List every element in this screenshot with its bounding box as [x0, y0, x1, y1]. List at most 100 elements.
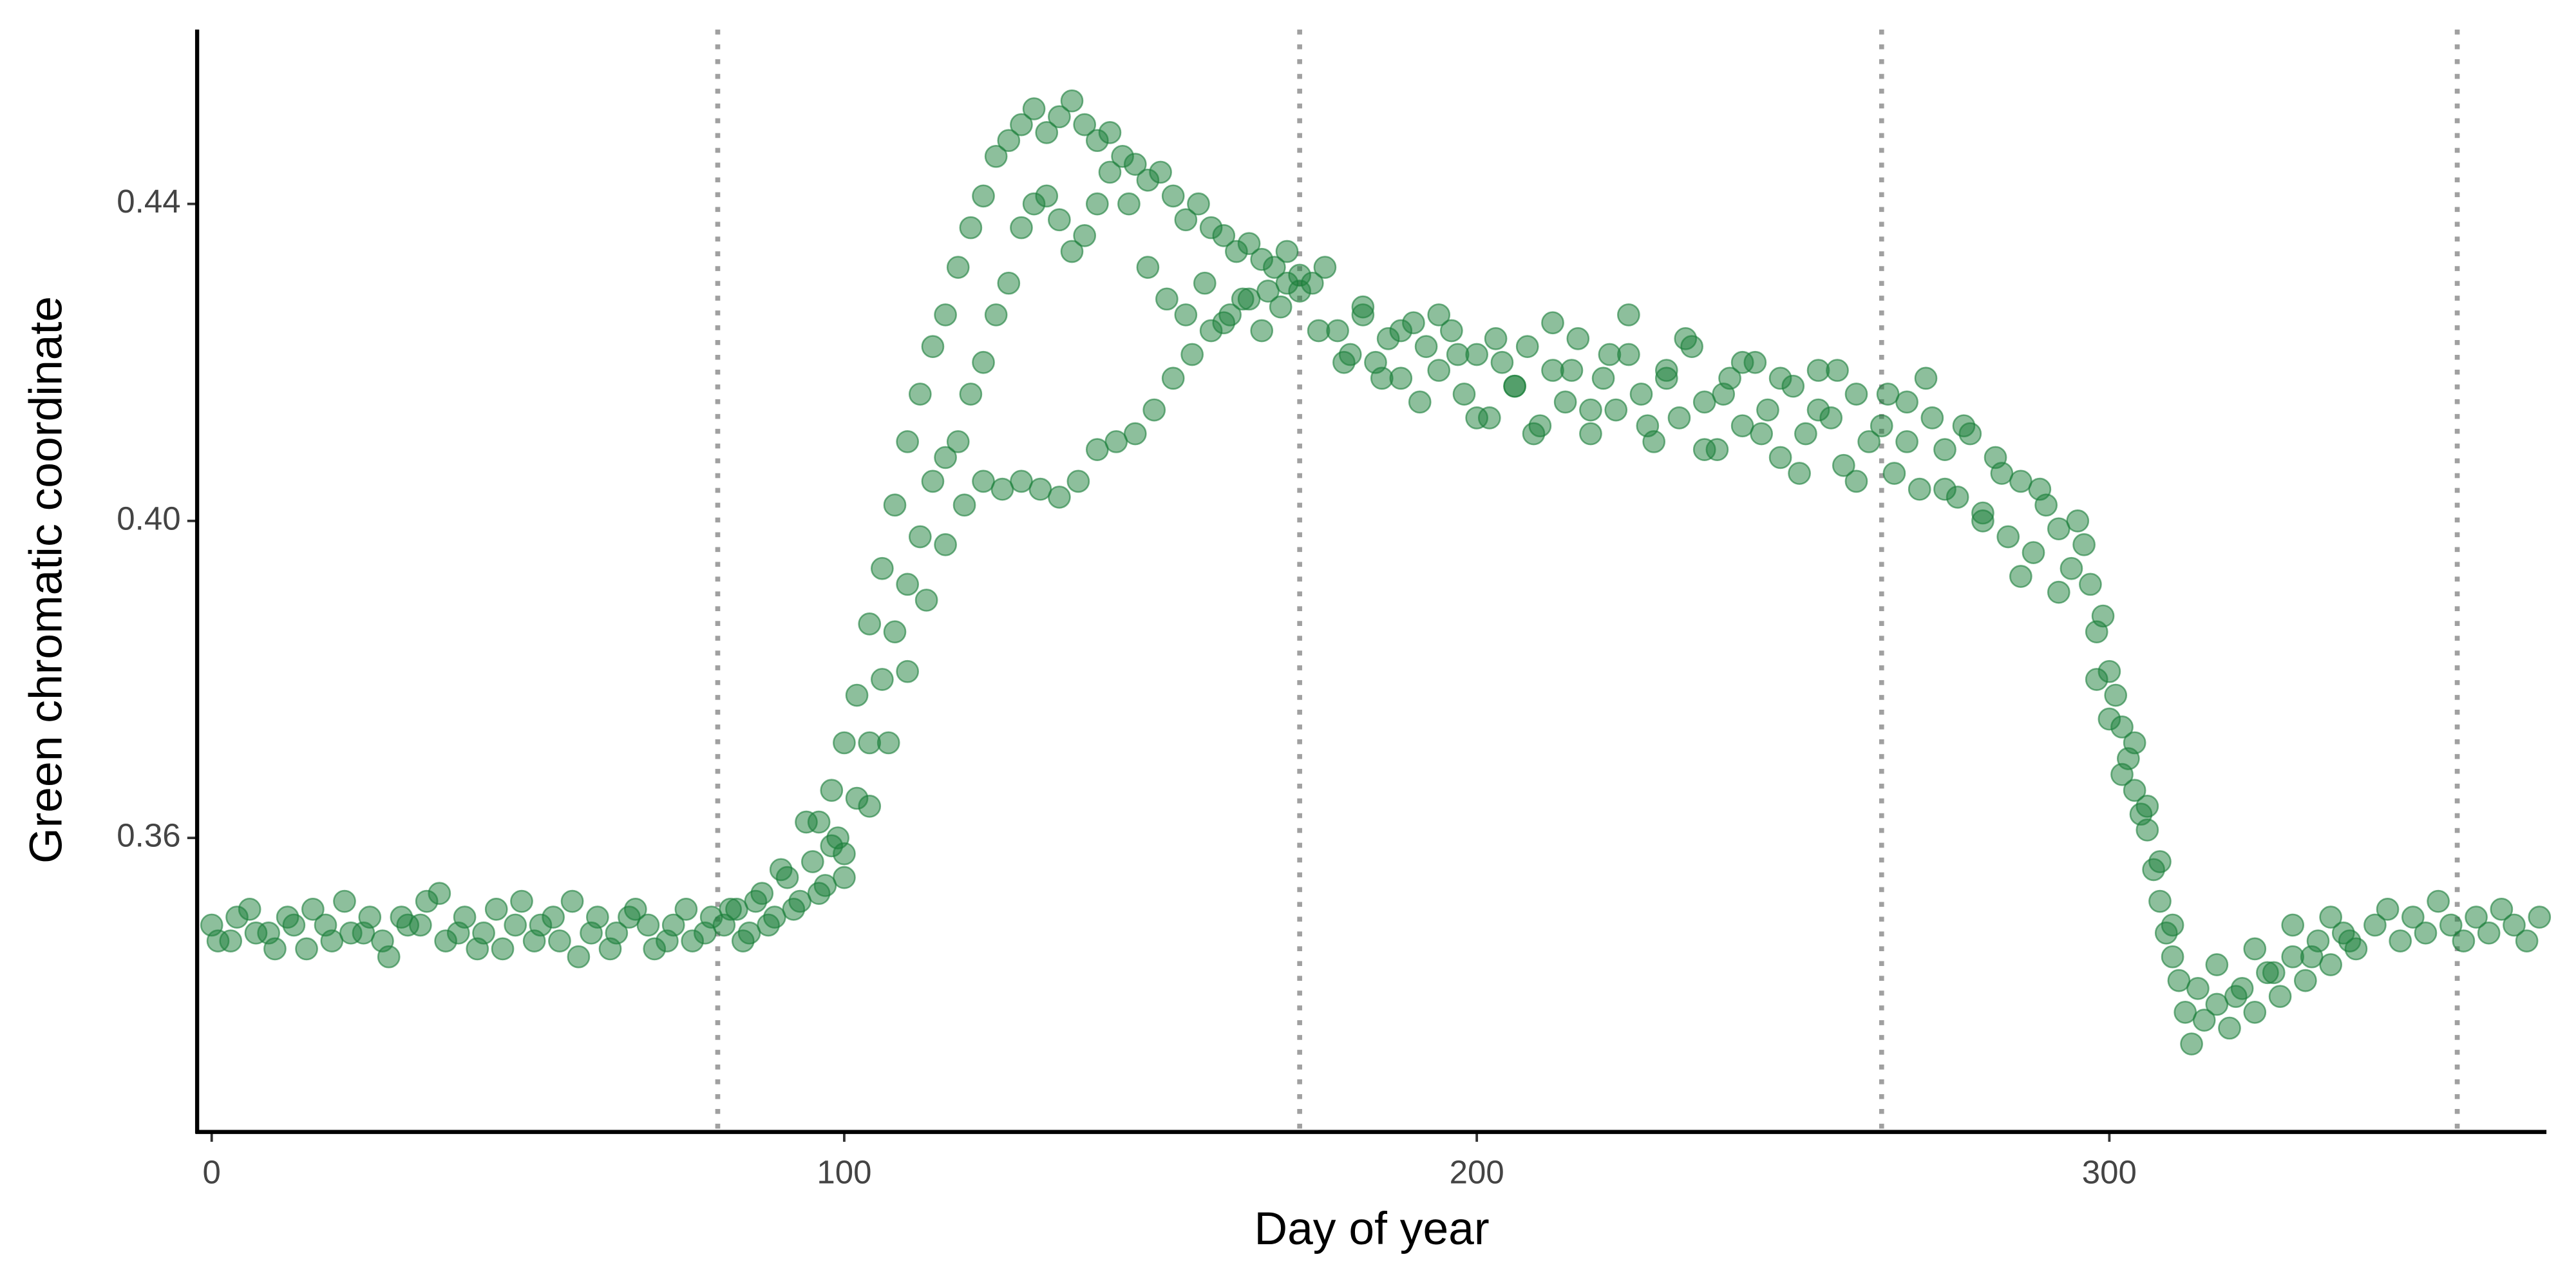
point — [1269, 295, 1293, 319]
point — [896, 659, 920, 683]
point — [2477, 921, 2501, 945]
point — [510, 889, 533, 913]
point — [1933, 477, 1956, 501]
point — [434, 929, 457, 952]
point — [921, 335, 945, 359]
point — [2028, 477, 2052, 501]
point — [560, 889, 584, 913]
point — [2123, 779, 2146, 802]
point — [2243, 1000, 2267, 1024]
point — [1541, 311, 1564, 335]
point — [2022, 541, 2045, 564]
point — [2414, 921, 2438, 945]
point — [1028, 477, 1052, 501]
point — [883, 620, 907, 644]
point — [472, 921, 495, 945]
point — [1617, 303, 1640, 327]
point — [2123, 731, 2146, 755]
point — [2243, 937, 2267, 961]
point — [2180, 1032, 2203, 1056]
point — [2047, 517, 2070, 541]
point — [1370, 366, 1394, 390]
point — [1579, 422, 1602, 446]
point — [1674, 327, 1698, 350]
point — [984, 303, 1008, 327]
point — [1066, 469, 1090, 493]
point — [2060, 556, 2083, 580]
point — [2319, 905, 2343, 929]
point — [1180, 343, 1204, 366]
y-tick-label: 0.44 — [117, 183, 180, 220]
point — [1174, 303, 1198, 327]
point — [2009, 469, 2032, 493]
point — [2186, 977, 2210, 1000]
point — [2389, 929, 2412, 952]
point — [1654, 366, 1678, 390]
point — [320, 929, 344, 952]
point — [800, 850, 824, 873]
point — [1010, 216, 1033, 240]
point — [1730, 350, 1754, 374]
point — [1452, 383, 1476, 406]
point — [1073, 224, 1097, 247]
x-tick-label: 300 — [2082, 1153, 2137, 1190]
point — [946, 256, 970, 279]
point — [1768, 446, 1792, 469]
point — [1604, 398, 1628, 422]
point — [1465, 406, 1489, 430]
point — [1952, 414, 1976, 438]
point — [1060, 89, 1084, 113]
point — [1389, 366, 1413, 390]
point — [952, 493, 976, 517]
point — [1048, 105, 1071, 129]
point — [914, 589, 938, 612]
point — [529, 913, 553, 937]
point — [1155, 287, 1179, 311]
point — [908, 383, 932, 406]
point — [2205, 992, 2229, 1016]
y-tick-label: 0.40 — [117, 500, 180, 536]
point — [1136, 256, 1160, 279]
point — [206, 929, 230, 952]
point — [1629, 383, 1653, 406]
point — [1326, 319, 1349, 343]
point — [2427, 889, 2450, 913]
point — [1073, 113, 1097, 137]
point — [959, 216, 983, 240]
point — [2148, 850, 2172, 873]
point — [1667, 406, 1691, 430]
point — [972, 469, 995, 493]
point — [2281, 913, 2305, 937]
point — [1313, 256, 1337, 279]
point — [1920, 406, 1944, 430]
point — [757, 913, 780, 937]
point — [2515, 929, 2539, 952]
point — [1231, 287, 1255, 311]
point — [782, 898, 806, 921]
point — [643, 937, 667, 961]
point — [1085, 192, 1109, 216]
point — [2066, 509, 2090, 533]
point — [1307, 319, 1331, 343]
point — [1598, 343, 1622, 366]
point — [833, 866, 856, 889]
point — [1990, 462, 2014, 485]
point — [972, 350, 995, 374]
point — [1035, 184, 1059, 208]
point — [858, 795, 882, 818]
point — [1262, 256, 1286, 279]
point — [1996, 525, 2020, 549]
point — [1465, 343, 1489, 366]
point — [1933, 438, 1956, 461]
point — [1730, 414, 1754, 438]
point — [2401, 905, 2425, 929]
point — [1857, 430, 1880, 453]
point — [1212, 311, 1236, 335]
point — [871, 556, 894, 580]
point — [2167, 969, 2191, 992]
point — [377, 945, 401, 969]
point — [1756, 398, 1779, 422]
point — [1768, 366, 1792, 390]
point — [1098, 160, 1122, 184]
